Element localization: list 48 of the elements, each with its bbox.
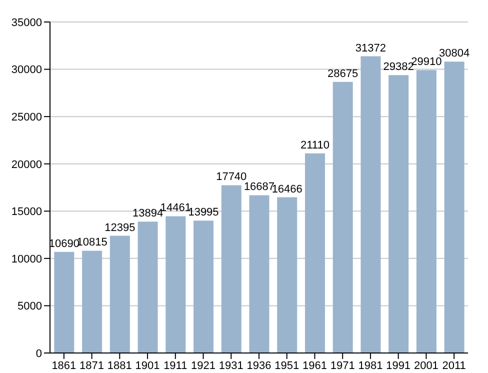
bar	[194, 220, 214, 353]
x-tick-label: 1931	[218, 360, 244, 372]
bar	[416, 70, 436, 353]
y-tick-label: 20000	[11, 158, 42, 171]
data-label: 31372	[355, 42, 386, 54]
data-label: 10815	[76, 236, 108, 249]
bar	[138, 222, 158, 353]
x-tick-label: 1921	[191, 360, 216, 372]
data-label: 17740	[216, 171, 247, 184]
bar	[221, 185, 242, 353]
x-tick-label: 1981	[358, 360, 383, 372]
x-tick-label: 1881	[107, 360, 132, 372]
data-label: 13995	[188, 206, 219, 219]
y-tick-label: 0	[36, 348, 42, 360]
bar	[444, 62, 464, 353]
bar	[249, 195, 270, 353]
data-label: 29910	[411, 56, 442, 68]
x-tick-label: 2001	[414, 360, 438, 372]
bar	[82, 250, 102, 353]
bar	[277, 197, 298, 353]
y-tick-label: 30000	[11, 64, 42, 76]
y-tick-label: 10000	[11, 253, 42, 266]
y-tick-label: 35000	[11, 16, 42, 29]
bar	[166, 216, 186, 353]
x-tick-label: 1936	[246, 360, 272, 372]
bar	[360, 56, 381, 353]
data-label: 29382	[383, 61, 414, 74]
data-label: 10690	[48, 238, 80, 250]
x-tick-label: 2011	[442, 360, 466, 372]
bar	[388, 75, 409, 353]
x-tick-label: 1901	[135, 360, 160, 372]
y-tick-label: 5000	[18, 300, 42, 313]
data-label: 28675	[328, 68, 358, 80]
x-tick-label: 1971	[330, 360, 355, 372]
data-label: 21110	[300, 139, 330, 152]
bar	[332, 82, 353, 353]
x-tick-label: 1861	[52, 360, 76, 372]
x-tick-label: 1991	[386, 360, 411, 372]
bar	[54, 252, 74, 353]
x-tick-label: 1911	[164, 360, 188, 372]
y-tick-label: 25000	[11, 111, 42, 124]
bar	[110, 236, 130, 353]
x-tick-label: 1961	[302, 360, 327, 372]
x-tick-label: 1951	[274, 360, 300, 372]
data-label: 12395	[104, 222, 136, 234]
x-tick-label: 1871	[80, 360, 104, 372]
bar	[304, 153, 325, 353]
y-tick-label: 15000	[11, 206, 42, 218]
